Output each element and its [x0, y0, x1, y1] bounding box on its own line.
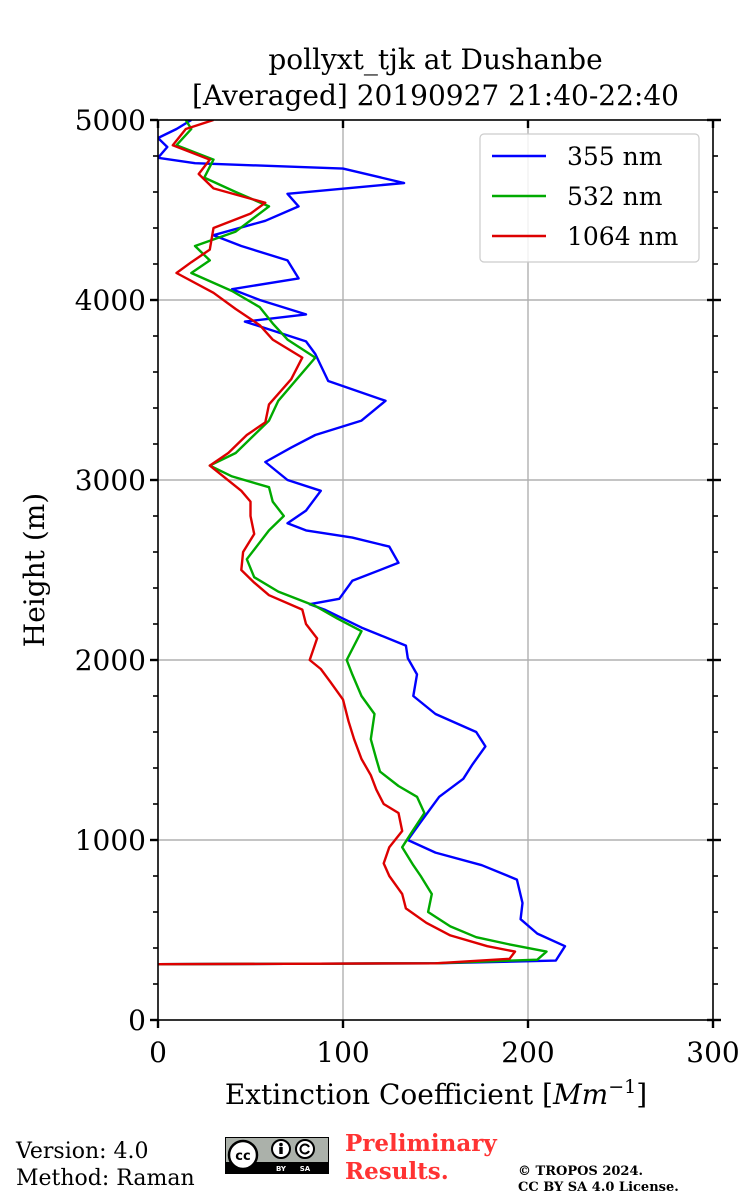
- preliminary-line-1: Preliminary: [345, 1130, 497, 1157]
- version-text: Version: 4.0: [16, 1139, 149, 1164]
- y-tick-label: 4000: [75, 284, 146, 317]
- copyright-line-2: CC BY SA 4.0 License.: [518, 1180, 679, 1195]
- method-text: Method: Raman: [16, 1166, 195, 1191]
- preliminary-results-note: Preliminary Results.: [345, 1130, 497, 1186]
- copyright-line-1: © TROPOS 2024.: [518, 1164, 644, 1179]
- series-line-532-nm: [158, 120, 548, 966]
- preliminary-line-2: Results.: [345, 1158, 449, 1185]
- legend-label-355-nm: 355 nm: [567, 142, 663, 171]
- y-tick-label: 5000: [75, 104, 146, 137]
- grid-lines: [158, 120, 713, 1020]
- y-tick-label: 2000: [75, 644, 146, 677]
- badge-by-text: BY: [276, 1165, 287, 1173]
- x-tick-label: 0: [149, 1036, 167, 1069]
- y-tick-label: 1000: [75, 824, 146, 857]
- series-lines: [158, 120, 567, 966]
- x-tick-label: 100: [316, 1036, 369, 1069]
- legend-label-532-nm: 532 nm: [567, 182, 663, 211]
- y-axis-label: Height (m): [18, 493, 51, 647]
- y-tick-label: 3000: [75, 464, 146, 497]
- copyright-note: © TROPOS 2024. CC BY SA 4.0 License.: [518, 1164, 679, 1196]
- series-line-1064-nm: [158, 120, 517, 966]
- attribution-icon: [271, 1139, 291, 1159]
- chart-title-line-1: pollyxt_tjk at Dushanbe: [268, 43, 603, 76]
- plot-area-frame: [157, 119, 714, 1021]
- legend-frame: [479, 133, 700, 263]
- chart-title-line-2: [Averaged] 20190927 21:40-22:40: [192, 79, 679, 112]
- x-axis-label: Extinction Coefficient [Mm−1]: [225, 1076, 647, 1111]
- y-tick-label: 0: [128, 1004, 146, 1037]
- legend-label-1064-nm: 1064 nm: [567, 222, 679, 251]
- badge-sa-text: SA: [300, 1165, 311, 1173]
- footer-info: Version: 4.0 Method: Raman: [16, 1138, 195, 1192]
- svg-text:cc: cc: [235, 1149, 250, 1164]
- share-alike-icon: [295, 1139, 315, 1159]
- x-tick-label: 200: [501, 1036, 554, 1069]
- axis-ticks: [150, 118, 721, 1028]
- legend: 355 nm 532 nm 1064 nm: [479, 133, 700, 263]
- cc-by-sa-badge: cc BY SA: [225, 1137, 329, 1174]
- x-tick-label: 300: [686, 1036, 739, 1069]
